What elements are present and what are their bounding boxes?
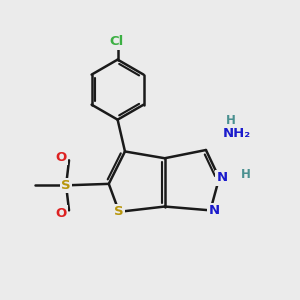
Text: S: S xyxy=(114,205,124,218)
Text: O: O xyxy=(55,151,66,164)
Text: N: N xyxy=(217,172,228,184)
Text: Cl: Cl xyxy=(109,35,123,48)
Text: S: S xyxy=(61,179,71,192)
Text: N: N xyxy=(208,205,220,218)
Text: NH₂: NH₂ xyxy=(223,127,251,140)
Text: H: H xyxy=(241,168,250,181)
Text: H: H xyxy=(226,114,236,127)
Text: O: O xyxy=(55,207,66,220)
